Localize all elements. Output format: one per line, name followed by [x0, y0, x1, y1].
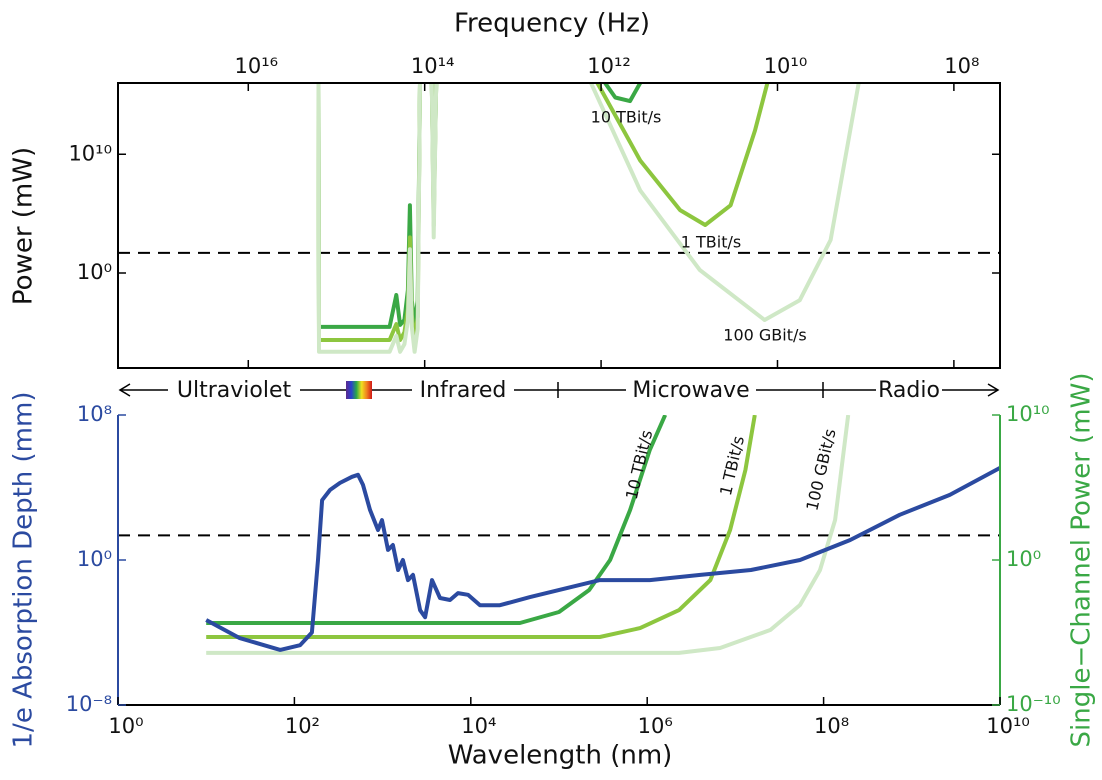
band-label: Radio: [878, 378, 940, 403]
series-line: [316, 83, 770, 342]
y-tick-label: 10⁻⁸: [66, 692, 112, 716]
x-tick-label: 10⁴: [461, 714, 496, 738]
y2-tick-label: 10⁻¹⁰: [1006, 692, 1061, 716]
band-label: Microwave: [632, 378, 749, 403]
band-label-bg: [168, 378, 300, 402]
series-line: [205, 466, 1000, 652]
x-tick-label: 10¹⁴: [411, 54, 455, 78]
series-line: [206, 415, 757, 639]
curve-label: 1 TBit/s: [716, 434, 748, 497]
curve-label: 1 TBit/s: [681, 233, 741, 252]
x-tick-label: 10⁸: [814, 714, 849, 738]
band-label-bg: [412, 378, 514, 402]
axes-layer: 10¹⁶ 10¹⁴ 10¹² 10¹⁰ 10⁸ 10⁰ 10¹⁰ 10⁰ 10² 10⁴ 10⁶ 10…: [66, 54, 1061, 738]
x-tick-label: 10¹⁶: [235, 54, 279, 78]
y2-axis-label: Single−Channel Power (mW): [1067, 373, 1097, 748]
x-tick-label: 10¹⁰: [986, 714, 1030, 738]
curve-label: 100 GBit/s: [802, 427, 839, 513]
band-label: Ultraviolet: [177, 378, 292, 403]
y2-tick-label: 10⁰: [1006, 547, 1041, 571]
y2-tick-label: 10¹⁰: [1006, 402, 1050, 426]
y-axis-label: Power (mW): [9, 147, 39, 305]
y-tick-label: 10⁸: [77, 402, 112, 426]
band-label-bg: [876, 378, 942, 402]
series-line: [206, 415, 851, 655]
x-tick-label: 10²: [285, 714, 320, 738]
y-tick-label: 10⁰: [77, 260, 112, 284]
band-label-bg: [626, 378, 756, 402]
band-label: Infrared: [420, 378, 507, 403]
curve-label: 100 GBit/s: [723, 326, 806, 345]
y-tick-label: 10¹⁰: [68, 141, 112, 165]
series-line: [206, 415, 668, 625]
x-axis-label: Frequency (Hz): [454, 9, 650, 39]
series-line: [316, 83, 861, 354]
x-tick-label: 10⁶: [638, 714, 673, 738]
top-frame: [117, 82, 1001, 369]
band-arrow-heads: [118, 383, 1000, 397]
x-tick-label: 10¹²: [587, 54, 631, 78]
visible-band: [346, 381, 372, 399]
data-layer: [118, 83, 1000, 655]
x-axis-label: Wavelength (nm): [448, 741, 673, 771]
x-tick-label: 10⁰: [108, 714, 143, 738]
x-tick-label: 10¹⁰: [764, 54, 808, 78]
y-axis-label: 1/e Absorption Depth (mm): [9, 392, 39, 749]
y-tick-label: 10⁰: [77, 547, 112, 571]
x-tick-label: 10⁸: [944, 54, 979, 78]
curve-label: 10 TBit/s: [622, 428, 656, 501]
curve-label: 10 TBit/s: [591, 108, 662, 127]
